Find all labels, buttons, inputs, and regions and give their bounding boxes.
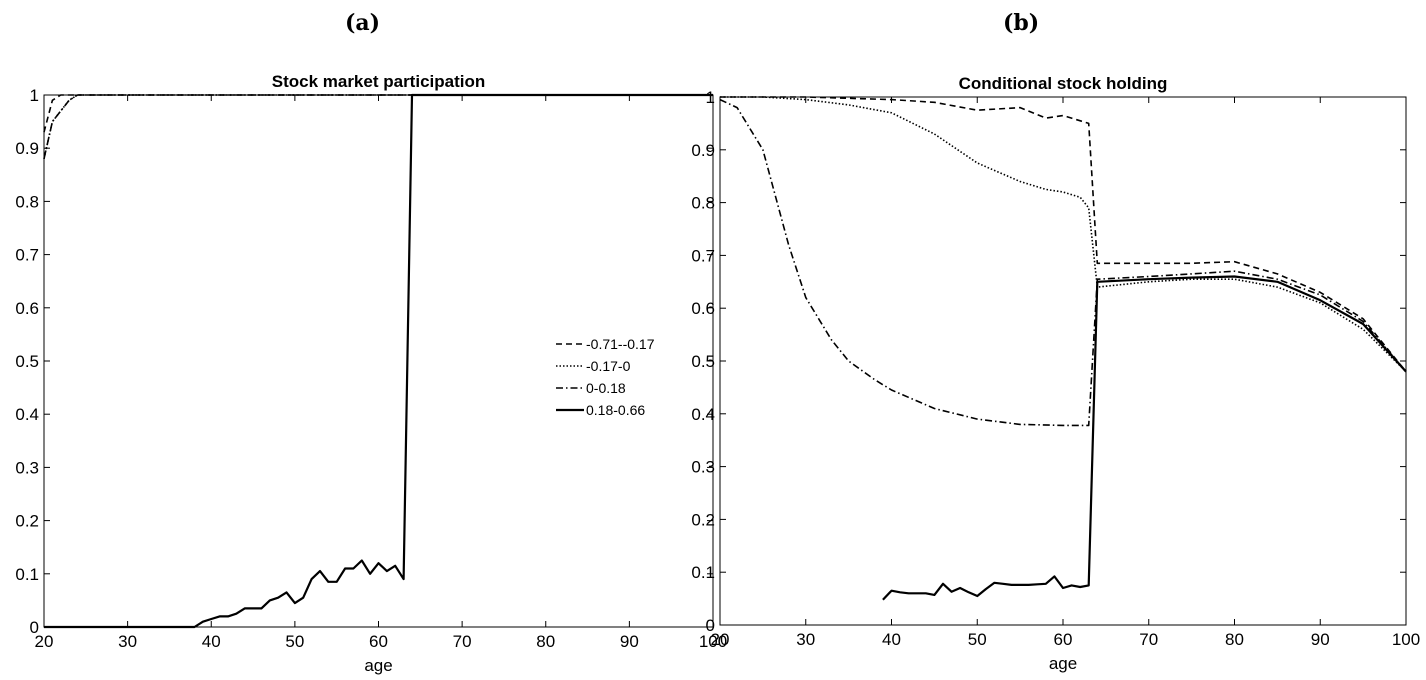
series-line-1	[43, 94, 713, 133]
chart-title: Conditional stock holding	[959, 74, 1168, 93]
legend-label-4: 0.18-0.66	[586, 402, 645, 418]
legend-label-2: -0.17-0	[586, 358, 631, 374]
y-tick-label: 0.6	[691, 299, 715, 318]
y-tick-label: 0.1	[15, 565, 39, 584]
y-tick-label: 0.8	[691, 194, 715, 213]
y-tick-label: 0.3	[15, 458, 39, 477]
series-line-3	[719, 98, 1407, 427]
y-tick-label: 0.5	[15, 352, 39, 371]
series-line-2	[43, 94, 713, 159]
series-line-4	[882, 275, 1407, 601]
x-tick-label: 50	[285, 632, 304, 651]
x-axis-label: age	[364, 656, 392, 675]
x-tick-label: 90	[1311, 630, 1330, 649]
chart-panel-b: Conditional stock holding 20 30 40 50 60 70 80 9…	[691, 74, 1420, 673]
plot-frame	[719, 96, 1407, 626]
y-tick-label: 0.5	[691, 352, 715, 371]
y-tick-label: 0.6	[15, 299, 39, 318]
legend-label-1: -0.71--0.17	[586, 336, 655, 352]
x-tick-label: 100	[699, 632, 727, 651]
y-tick-label: 0.2	[15, 512, 39, 531]
series-line-3	[43, 94, 713, 159]
x-tick-label: 50	[968, 630, 987, 649]
x-tick-label: 80	[536, 632, 555, 651]
y-tick-label: 0.4	[15, 405, 39, 424]
x-tick-label: 90	[620, 632, 639, 651]
x-tick-label: 70	[453, 632, 472, 651]
panel-label-a: (a)	[345, 10, 381, 36]
y-tick-label: 0.2	[691, 510, 715, 529]
y-tick-label: 0.8	[15, 192, 39, 211]
x-tick-label: 60	[1054, 630, 1073, 649]
x-tick-label: 20	[711, 630, 730, 649]
y-tick-label: 0.7	[691, 246, 715, 265]
y-tick-label: 0.4	[691, 405, 715, 424]
x-tick-label: 20	[35, 632, 54, 651]
y-tick-label: 1	[30, 86, 39, 105]
x-tick-label: 30	[796, 630, 815, 649]
panel-label-b: (b)	[1003, 10, 1040, 36]
x-tick-label: 40	[882, 630, 901, 649]
x-axis-label: age	[1049, 654, 1077, 673]
x-tick-label: 100	[1392, 630, 1420, 649]
series-line-2	[720, 96, 1407, 373]
series-line-1	[720, 96, 1407, 373]
y-tick-label: 0.9	[691, 141, 715, 160]
series-line-4	[44, 93, 713, 629]
x-tick-label: 40	[202, 632, 221, 651]
y-tick-label: 1	[706, 88, 715, 107]
legend-label-3: 0-0.18	[586, 380, 626, 396]
y-tick-label: 0.1	[691, 563, 715, 582]
x-tick-label: 30	[118, 632, 137, 651]
chart-panel-a: Stock market participation 20 30 40 50 60 70 80…	[15, 72, 727, 675]
y-tick-label: 0.7	[15, 246, 39, 265]
x-tick-label: 70	[1139, 630, 1158, 649]
y-tick-label: 0	[30, 618, 39, 637]
x-tick-label: 60	[369, 632, 388, 651]
y-tick-label: 0.3	[691, 458, 715, 477]
chart-title: Stock market participation	[272, 72, 486, 91]
y-tick-label: 0.9	[15, 139, 39, 158]
x-tick-label: 80	[1225, 630, 1244, 649]
y-tick-label: 0	[706, 616, 715, 635]
